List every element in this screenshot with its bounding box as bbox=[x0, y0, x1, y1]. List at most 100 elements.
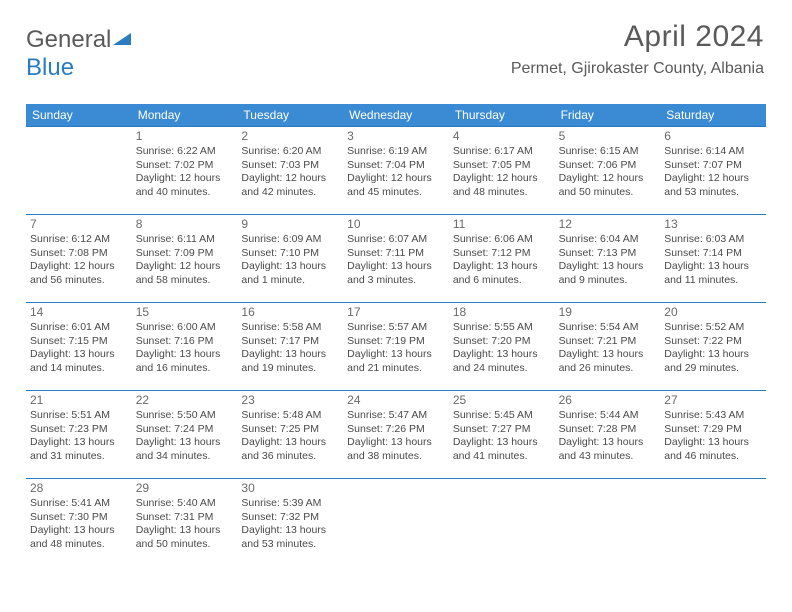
day-number: 9 bbox=[241, 217, 339, 231]
daylight-line: Daylight: 13 hours and 3 minutes. bbox=[347, 260, 445, 287]
sunrise-line: Sunrise: 5:58 AM bbox=[241, 321, 339, 335]
day-number: 11 bbox=[453, 217, 551, 231]
daylight-line: Daylight: 13 hours and 41 minutes. bbox=[453, 436, 551, 463]
daylight-line: Daylight: 13 hours and 6 minutes. bbox=[453, 260, 551, 287]
day-number: 28 bbox=[30, 481, 128, 495]
sunset-line: Sunset: 7:23 PM bbox=[30, 423, 128, 437]
weekday-header: Tuesday bbox=[237, 104, 343, 126]
daylight-line: Daylight: 13 hours and 31 minutes. bbox=[30, 436, 128, 463]
sunrise-line: Sunrise: 6:07 AM bbox=[347, 233, 445, 247]
sunset-line: Sunset: 7:16 PM bbox=[136, 335, 234, 349]
day-number: 2 bbox=[241, 129, 339, 143]
weekday-header: Wednesday bbox=[343, 104, 449, 126]
sunset-line: Sunset: 7:10 PM bbox=[241, 247, 339, 261]
sunrise-line: Sunrise: 6:17 AM bbox=[453, 145, 551, 159]
day-number: 4 bbox=[453, 129, 551, 143]
sunrise-line: Sunrise: 5:54 AM bbox=[559, 321, 657, 335]
day-number: 3 bbox=[347, 129, 445, 143]
sunset-line: Sunset: 7:09 PM bbox=[136, 247, 234, 261]
sunset-line: Sunset: 7:22 PM bbox=[664, 335, 762, 349]
sunrise-line: Sunrise: 5:57 AM bbox=[347, 321, 445, 335]
day-cell: 22Sunrise: 5:50 AMSunset: 7:24 PMDayligh… bbox=[132, 390, 238, 478]
sunrise-line: Sunrise: 5:55 AM bbox=[453, 321, 551, 335]
weekday-header: Friday bbox=[555, 104, 661, 126]
sunset-line: Sunset: 7:14 PM bbox=[664, 247, 762, 261]
sunrise-line: Sunrise: 6:14 AM bbox=[664, 145, 762, 159]
sunset-line: Sunset: 7:02 PM bbox=[136, 159, 234, 173]
daylight-line: Daylight: 13 hours and 19 minutes. bbox=[241, 348, 339, 375]
day-number: 1 bbox=[136, 129, 234, 143]
day-cell: 4Sunrise: 6:17 AMSunset: 7:05 PMDaylight… bbox=[449, 126, 555, 214]
sunrise-line: Sunrise: 6:01 AM bbox=[30, 321, 128, 335]
daylight-line: Daylight: 13 hours and 50 minutes. bbox=[136, 524, 234, 551]
sunset-line: Sunset: 7:29 PM bbox=[664, 423, 762, 437]
day-cell: 11Sunrise: 6:06 AMSunset: 7:12 PMDayligh… bbox=[449, 214, 555, 302]
sunset-line: Sunset: 7:30 PM bbox=[30, 511, 128, 525]
sunset-line: Sunset: 7:31 PM bbox=[136, 511, 234, 525]
day-cell: 14Sunrise: 6:01 AMSunset: 7:15 PMDayligh… bbox=[26, 302, 132, 390]
day-cell: 3 Sunrise: 6:19 AMSunset: 7:04 PMDaylight… bbox=[343, 126, 449, 214]
calendar-grid: SundayMondayTuesdayWednesdayThursdayFrid… bbox=[26, 104, 766, 566]
daylight-line: Daylight: 13 hours and 11 minutes. bbox=[664, 260, 762, 287]
weekday-header: Sunday bbox=[26, 104, 132, 126]
sunset-line: Sunset: 7:26 PM bbox=[347, 423, 445, 437]
daylight-line: Daylight: 13 hours and 1 minute. bbox=[241, 260, 339, 287]
day-cell: 9 Sunrise: 6:09 AMSunset: 7:10 PMDaylight… bbox=[237, 214, 343, 302]
day-number: 29 bbox=[136, 481, 234, 495]
daylight-line: Daylight: 13 hours and 34 minutes. bbox=[136, 436, 234, 463]
sunrise-line: Sunrise: 5:48 AM bbox=[241, 409, 339, 423]
sunrise-line: Sunrise: 6:06 AM bbox=[453, 233, 551, 247]
daylight-line: Daylight: 13 hours and 43 minutes. bbox=[559, 436, 657, 463]
sunrise-line: Sunrise: 6:03 AM bbox=[664, 233, 762, 247]
day-cell: 20Sunrise: 5:52 AMSunset: 7:22 PMDayligh… bbox=[660, 302, 766, 390]
day-cell: 28Sunrise: 5:41 AMSunset: 7:30 PMDayligh… bbox=[26, 478, 132, 566]
day-cell: 10Sunrise: 6:07 AMSunset: 7:11 PMDayligh… bbox=[343, 214, 449, 302]
day-cell: 19Sunrise: 5:54 AMSunset: 7:21 PMDayligh… bbox=[555, 302, 661, 390]
sunrise-line: Sunrise: 5:45 AM bbox=[453, 409, 551, 423]
day-cell: 13Sunrise: 6:03 AMSunset: 7:14 PMDayligh… bbox=[660, 214, 766, 302]
sunrise-line: Sunrise: 5:41 AM bbox=[30, 497, 128, 511]
day-cell: 25Sunrise: 5:45 AMSunset: 7:27 PMDayligh… bbox=[449, 390, 555, 478]
daylight-line: Daylight: 12 hours and 48 minutes. bbox=[453, 172, 551, 199]
weekday-header: Monday bbox=[132, 104, 238, 126]
daylight-line: Daylight: 12 hours and 50 minutes. bbox=[559, 172, 657, 199]
sunrise-line: Sunrise: 6:12 AM bbox=[30, 233, 128, 247]
day-cell: 7Sunrise: 6:12 AMSunset: 7:08 PMDaylight… bbox=[26, 214, 132, 302]
daylight-line: Daylight: 13 hours and 38 minutes. bbox=[347, 436, 445, 463]
day-cell: 29Sunrise: 5:40 AMSunset: 7:31 PMDayligh… bbox=[132, 478, 238, 566]
sunset-line: Sunset: 7:24 PM bbox=[136, 423, 234, 437]
day-number: 12 bbox=[559, 217, 657, 231]
sunset-line: Sunset: 7:19 PM bbox=[347, 335, 445, 349]
header: April 2024 Permet, Gjirokaster County, A… bbox=[511, 20, 764, 78]
daylight-line: Daylight: 13 hours and 16 minutes. bbox=[136, 348, 234, 375]
sunset-line: Sunset: 7:03 PM bbox=[241, 159, 339, 173]
empty-cell bbox=[343, 478, 449, 566]
sunrise-line: Sunrise: 5:52 AM bbox=[664, 321, 762, 335]
page-title: April 2024 bbox=[511, 20, 764, 54]
sunrise-line: Sunrise: 6:15 AM bbox=[559, 145, 657, 159]
sunrise-line: Sunrise: 5:43 AM bbox=[664, 409, 762, 423]
sunrise-line: Sunrise: 6:19 AM bbox=[347, 145, 445, 159]
sunrise-line: Sunrise: 6:09 AM bbox=[241, 233, 339, 247]
empty-cell bbox=[449, 478, 555, 566]
day-cell: 2Sunrise: 6:20 AMSunset: 7:03 PMDaylight… bbox=[237, 126, 343, 214]
day-cell: 26Sunrise: 5:44 AMSunset: 7:28 PMDayligh… bbox=[555, 390, 661, 478]
sunrise-line: Sunrise: 5:39 AM bbox=[241, 497, 339, 511]
day-cell: 12Sunrise: 6:04 AMSunset: 7:13 PMDayligh… bbox=[555, 214, 661, 302]
day-cell: 8Sunrise: 6:11 AMSunset: 7:09 PMDaylight… bbox=[132, 214, 238, 302]
sunset-line: Sunset: 7:28 PM bbox=[559, 423, 657, 437]
day-number: 23 bbox=[241, 393, 339, 407]
daylight-line: Daylight: 13 hours and 9 minutes. bbox=[559, 260, 657, 287]
sunrise-line: Sunrise: 5:47 AM bbox=[347, 409, 445, 423]
empty-cell bbox=[26, 126, 132, 214]
day-number: 24 bbox=[347, 393, 445, 407]
brand-triangle-icon bbox=[113, 24, 131, 52]
sunset-line: Sunset: 7:25 PM bbox=[241, 423, 339, 437]
daylight-line: Daylight: 12 hours and 56 minutes. bbox=[30, 260, 128, 287]
sunrise-line: Sunrise: 6:04 AM bbox=[559, 233, 657, 247]
sunset-line: Sunset: 7:04 PM bbox=[347, 159, 445, 173]
day-number: 16 bbox=[241, 305, 339, 319]
daylight-line: Daylight: 12 hours and 45 minutes. bbox=[347, 172, 445, 199]
daylight-line: Daylight: 13 hours and 29 minutes. bbox=[664, 348, 762, 375]
daylight-line: Daylight: 12 hours and 53 minutes. bbox=[664, 172, 762, 199]
